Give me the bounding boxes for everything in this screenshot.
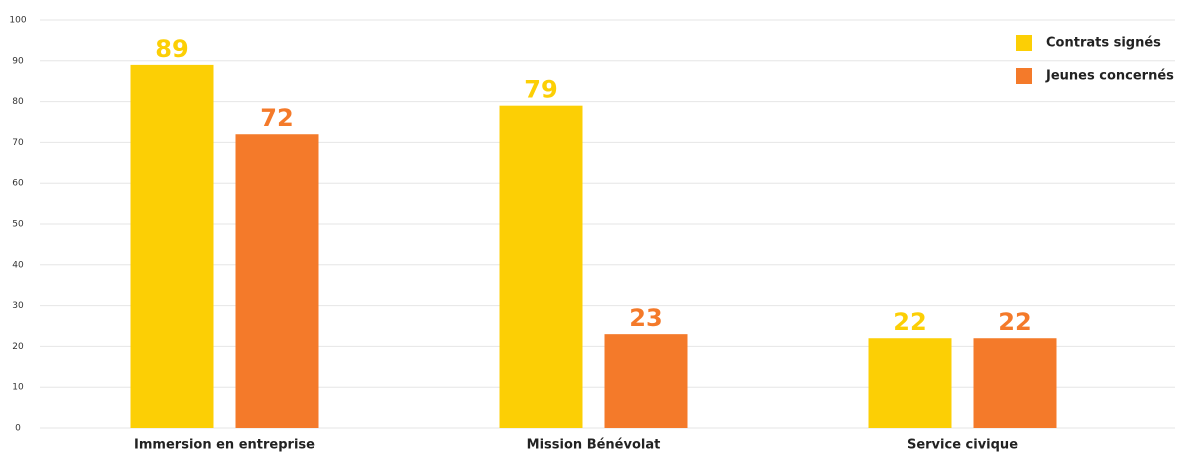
y-tick-label: 70 [12,138,24,148]
value-label: 89 [155,35,188,63]
bar [235,134,319,429]
y-tick-label: 30 [12,301,24,311]
x-tick-label: Service civique [907,438,1018,453]
value-label: 23 [629,304,662,332]
bar [868,338,952,428]
bar [973,338,1057,428]
x-tick-label: Immersion en entreprise [134,438,315,453]
y-tick-label: 60 [12,179,24,189]
legend-swatch [1016,68,1032,84]
y-tick-label: 10 [12,383,24,393]
legend-label: Jeunes concernés [1045,69,1174,84]
value-label: 79 [524,76,557,104]
x-tick-label: Mission Bénévolat [527,438,661,453]
value-label: 72 [260,104,293,132]
bar [499,105,583,429]
y-tick-label: 90 [12,56,24,66]
legend-label: Contrats signés [1046,36,1161,51]
y-tick-label: 100 [9,16,26,26]
bar [604,334,688,428]
value-label: 22 [998,308,1031,336]
value-label: 22 [893,308,926,336]
y-tick-label: 40 [12,260,24,270]
y-tick-label: 50 [12,220,24,230]
y-tick-label: 0 [15,424,21,434]
legend-swatch [1016,35,1032,51]
y-tick-label: 80 [12,97,24,107]
y-tick-label: 20 [12,342,24,352]
bar [130,64,214,428]
